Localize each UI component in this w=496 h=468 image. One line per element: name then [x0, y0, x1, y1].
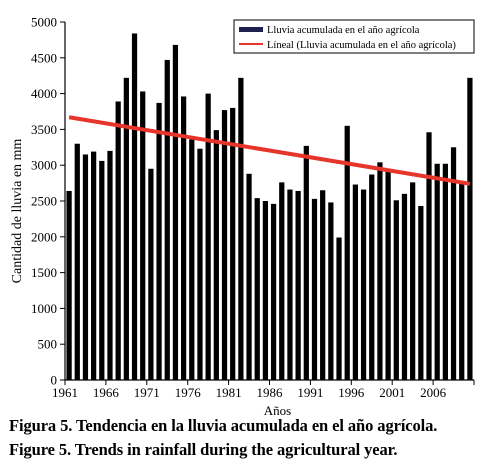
bar-1973 — [164, 59, 170, 380]
legend: Lluvia acumulada en el año agrícola Líne… — [233, 19, 475, 54]
bar-2000 — [385, 168, 391, 380]
x-tick-label: 1976 — [175, 385, 202, 400]
bar-1961 — [66, 190, 72, 380]
bar-1996 — [352, 184, 359, 380]
bar-2001 — [393, 200, 399, 380]
bar-1964 — [91, 151, 97, 380]
bar-1965 — [99, 160, 105, 380]
bar-1976 — [189, 139, 195, 380]
y-tick-label: 500 — [38, 337, 58, 352]
bar-1974 — [172, 44, 179, 381]
bar-2002 — [401, 193, 408, 380]
bar-1966 — [107, 150, 113, 380]
x-tick-label: 2001 — [379, 385, 405, 400]
trend-line-group — [68, 115, 471, 186]
y-tick-label: 4000 — [31, 86, 57, 101]
x-tick-label: 2006 — [420, 385, 447, 400]
legend-swatch-bar — [239, 27, 263, 32]
y-tick-label: 5000 — [31, 15, 57, 30]
trend-line — [68, 115, 471, 186]
bar-1998 — [369, 174, 375, 380]
bar-1999 — [377, 162, 383, 380]
x-tick-label: 1961 — [52, 385, 78, 400]
bar-1981 — [230, 107, 236, 381]
bar-1970 — [140, 91, 146, 381]
y-axis-label: Cantidad de lluvia en mm — [10, 139, 25, 284]
x-tick-label: 1986 — [257, 385, 284, 400]
y-tick-label: 3000 — [31, 158, 57, 173]
bar-1982 — [238, 77, 244, 381]
bar-1971 — [148, 168, 154, 380]
bar-2006 — [434, 163, 440, 380]
y-tick-label: 1000 — [31, 301, 57, 316]
bar-1990 — [303, 145, 309, 380]
bar-1985 — [262, 201, 269, 380]
bar-1988 — [287, 189, 293, 380]
x-tick-label: 1981 — [216, 385, 242, 400]
bar-1975 — [180, 96, 187, 381]
bar-1991 — [311, 198, 318, 380]
bar-1978 — [205, 93, 211, 380]
bar-1987 — [279, 182, 285, 380]
y-tick-label: 3500 — [31, 122, 57, 137]
bar-1992 — [320, 190, 326, 380]
bar-1968 — [123, 77, 129, 381]
bars-group — [66, 33, 473, 381]
bar-1969 — [131, 33, 138, 381]
bar-1993 — [328, 202, 334, 380]
y-tick-label: 2500 — [31, 194, 57, 209]
legend-box — [233, 19, 475, 54]
x-tick-label: 1971 — [134, 385, 160, 400]
y-tick-label: 0 — [51, 373, 58, 388]
bar-1972 — [156, 102, 162, 381]
bar-2009 — [459, 180, 465, 380]
bar-2010 — [467, 77, 473, 381]
x-tick-label: 1996 — [338, 385, 365, 400]
y-tick-labels: 0 500 1000 1500 2000 2500 3000 3500 4000 4500 5000 — [31, 15, 57, 388]
y-tick-label: 2000 — [31, 229, 57, 244]
bar-1984 — [254, 198, 260, 380]
y-tick-label: 1500 — [31, 265, 57, 280]
x-tick-label: 1991 — [297, 385, 323, 400]
bar-1983 — [246, 173, 252, 380]
bar-1967 — [115, 101, 121, 380]
bar-1962 — [74, 143, 80, 380]
axes-group — [60, 21, 475, 385]
bar-2007 — [442, 163, 448, 380]
bar-2004 — [418, 206, 424, 380]
bar-2008 — [450, 147, 457, 380]
legend-label-bar: Lluvia acumulada en el año agrícola — [267, 25, 420, 36]
bar-1995 — [344, 125, 350, 380]
caption-english: Figure 5. Trends in rainfall during the … — [9, 440, 398, 459]
bar-1997 — [360, 189, 367, 380]
legend-label-line: Líneal (Lluvia acumulada en el año agríc… — [267, 40, 456, 51]
caption-spanish: Figura 5. Tendencia en la lluvia acumula… — [9, 416, 438, 435]
bar-1989 — [295, 190, 301, 380]
bar-1979 — [213, 130, 219, 380]
bar-1977 — [197, 148, 203, 380]
x-tick-labels: 1961 1966 1971 1976 1981 1986 1991 1996 2001 2006 — [52, 385, 447, 400]
y-tick-label: 4500 — [31, 50, 57, 65]
rainfall-chart: 0 500 1000 1500 2000 2500 3000 3500 4000 4500 5000… — [10, 15, 475, 418]
bar-1986 — [270, 203, 277, 380]
bar-2005 — [426, 132, 432, 380]
x-axis-label: Años — [264, 403, 291, 418]
bar-1963 — [82, 154, 89, 380]
bar-2003 — [410, 182, 416, 380]
x-tick-label: 1966 — [93, 385, 120, 400]
bar-1994 — [336, 237, 342, 380]
bar-1980 — [221, 110, 228, 381]
